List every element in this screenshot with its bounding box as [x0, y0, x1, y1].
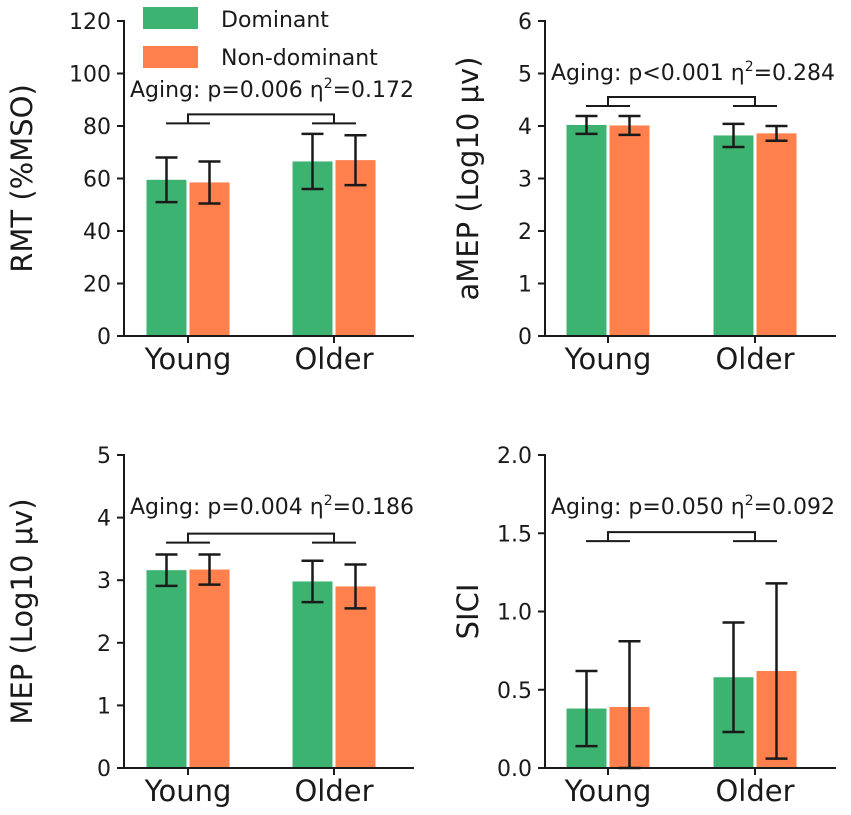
- y-tick-label: 4: [97, 507, 111, 532]
- significance-bracket: [187, 113, 335, 124]
- bar-dominant-young: [566, 124, 607, 336]
- y-tick-label: 2.0: [497, 444, 532, 469]
- y-tick-label: 20: [83, 273, 111, 298]
- legend-swatch-dominant: [143, 7, 198, 29]
- x-tick-label-older: Older: [294, 342, 373, 376]
- bar-non-dominant-older: [335, 586, 376, 768]
- significance-bracket: [607, 96, 756, 107]
- aging-stat-annotation: Aging: p=0.004 η2=0.186: [130, 493, 414, 520]
- chart-panel-3: 0 1 2 3 4 5 Young Older MEP (Log10 μv) Aging: p=0…: [5, 444, 414, 808]
- y-tick-label: 100: [69, 63, 111, 88]
- significance-bracket: [187, 532, 335, 543]
- x-tick-label-young: Young: [564, 774, 652, 808]
- y-tick-label: 3: [97, 569, 111, 594]
- y-axis-title: aMEP (Log10 μv): [451, 57, 485, 301]
- chart-panel-1: 0 20 40 60 80 100 120 Young Older RMT (%MSO) Aging…: [5, 10, 414, 376]
- y-tick-label: 3: [518, 168, 532, 193]
- y-tick-label: 80: [83, 115, 111, 140]
- x-tick-label-young: Young: [564, 342, 652, 376]
- bar-non-dominant-young: [189, 182, 230, 336]
- y-tick-label: 0: [97, 757, 111, 782]
- y-tick-label: 0: [97, 325, 111, 350]
- y-tick-label: 4: [518, 115, 532, 140]
- bar-dominant-older: [292, 161, 333, 336]
- y-tick-label: 0.0: [497, 757, 532, 782]
- bar-dominant-young: [146, 570, 187, 768]
- bar-non-dominant-older: [756, 133, 797, 336]
- x-tick-label-young: Young: [144, 342, 232, 376]
- y-tick-label: 0: [518, 325, 532, 350]
- aging-stat-annotation: Aging: p=0.050 η2=0.092: [551, 493, 835, 520]
- aging-stat-annotation: Aging: p<0.001 η2=0.284: [551, 59, 835, 86]
- legend-label-dominant: Dominant: [221, 8, 329, 33]
- legend-label-non-dominant: Non-dominant: [221, 46, 378, 71]
- y-tick-label: 60: [83, 168, 111, 193]
- y-tick-label: 6: [518, 10, 532, 35]
- bar-non-dominant-young: [189, 569, 230, 768]
- y-tick-label: 40: [83, 220, 111, 245]
- y-tick-label: 2: [97, 632, 111, 657]
- bar-dominant-young: [146, 179, 187, 336]
- x-tick-label-older: Older: [715, 342, 794, 376]
- y-tick-label: 2: [518, 220, 532, 245]
- y-tick-label: 120: [69, 10, 111, 35]
- y-tick-label: 5: [518, 63, 532, 88]
- bar-dominant-older: [713, 135, 754, 336]
- legend: Dominant Non-dominant: [143, 7, 378, 71]
- legend-swatch-non-dominant: [143, 46, 198, 68]
- significance-bracket: [607, 531, 756, 542]
- y-tick-label: 0.5: [497, 679, 532, 704]
- x-tick-label-older: Older: [715, 774, 794, 808]
- y-axis-title: SICI: [451, 584, 485, 640]
- y-axis-title: RMT (%MSO): [5, 84, 39, 273]
- y-axis-title: MEP (Log10 μv): [5, 498, 39, 724]
- chart-panel-4: 0.0 0.5 1.0 1.5 2.0 Young Older SICI Aging: p=0.…: [451, 444, 836, 808]
- y-tick-label: 1: [518, 273, 532, 298]
- x-tick-label-young: Young: [144, 774, 232, 808]
- y-tick-label: 1: [97, 694, 111, 719]
- chart-panel-2: 0 1 2 3 4 5 6 Young Older aMEP (Log10 μv) Aging: p…: [451, 10, 836, 376]
- y-tick-label: 1.0: [497, 601, 532, 626]
- bar-non-dominant-young: [609, 125, 650, 336]
- bar-dominant-older: [292, 581, 333, 768]
- aging-stat-annotation: Aging: p=0.006 η2=0.172: [130, 76, 414, 103]
- y-tick-label: 5: [97, 444, 111, 469]
- x-tick-label-older: Older: [294, 774, 373, 808]
- y-tick-label: 1.5: [497, 522, 532, 547]
- bar-non-dominant-older: [335, 160, 376, 336]
